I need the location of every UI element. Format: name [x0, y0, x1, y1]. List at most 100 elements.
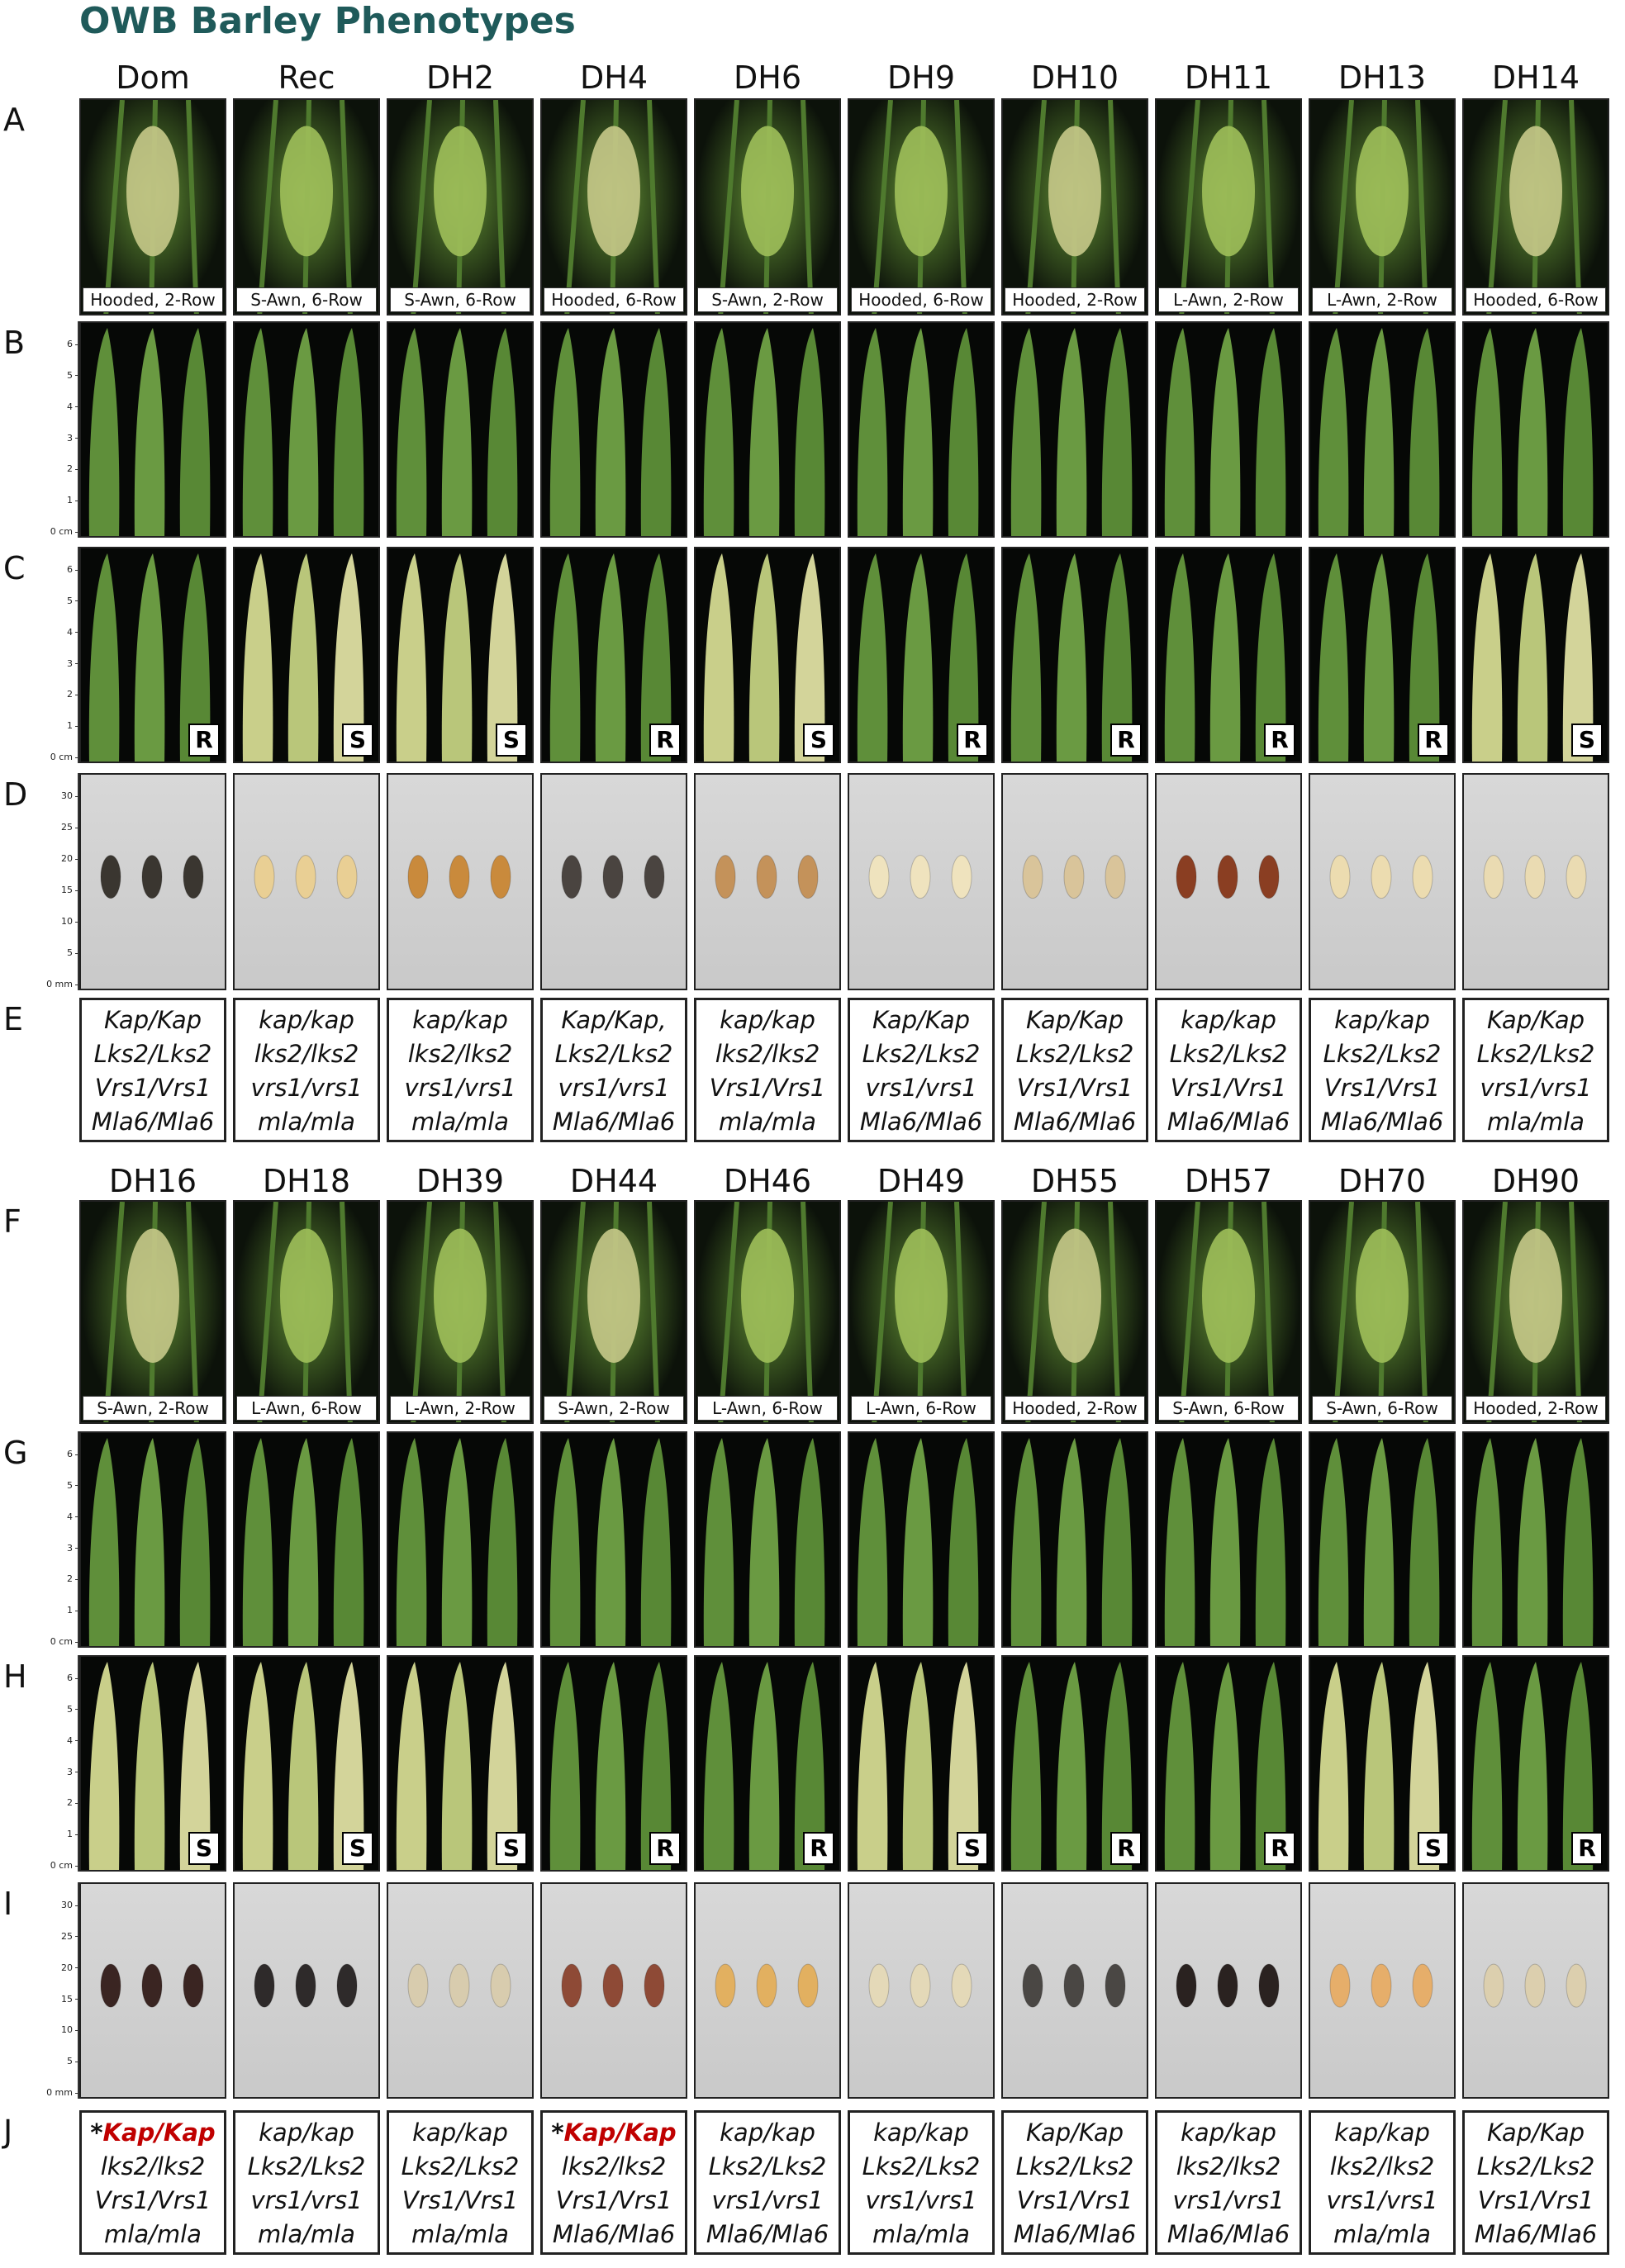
leaves-illustration [242, 553, 364, 762]
leaf-shape [1562, 553, 1594, 762]
leaves-illustration [1318, 328, 1440, 536]
spike-type-label: L-Awn, 2-Row [390, 1396, 530, 1421]
leaf-photo [233, 1431, 380, 1648]
stem-shape [1333, 1202, 1354, 1422]
leaf-shape [1318, 1662, 1349, 1870]
line-header: DH44 [569, 1163, 658, 1199]
genotype-line: Lks2/Lks2 [1004, 1037, 1146, 1071]
genotype-line: Lks2/Lks2 [850, 2150, 992, 2184]
genotype-line: Vrs1/Vrs1 [543, 2184, 685, 2218]
genotype-allele: vrs1/vrs1 [1326, 2186, 1438, 2214]
genotype-line: mla/mla [696, 1105, 839, 1139]
spike-photo: S-Awn, 6-Row [1309, 1200, 1456, 1424]
leaves-illustration [1164, 1438, 1286, 1646]
spike-type-label: Hooded, 6-Row [544, 287, 684, 312]
genotype-allele: mla/mla [411, 1108, 509, 1136]
ruler-tick-label: 4 [67, 627, 79, 638]
genotype-box: Kap/Kap, Lks2/Lks2 vrs1/vrs1 Mla6/Mla6 [540, 998, 687, 1142]
inoculated-leaf-photo: R [1155, 547, 1302, 763]
ruler-tick-label: 10 [61, 2024, 79, 2035]
genotype-line: *Kap/Kap [543, 2116, 685, 2150]
leaf-shape [179, 1662, 211, 1870]
spike-photo: L-Awn, 2-Row [387, 1200, 534, 1424]
spike-shape [434, 126, 487, 257]
leaves-illustration [1010, 553, 1133, 762]
genotype-line: Lks2/Lks2 [1465, 2150, 1607, 2184]
leaf-shape [857, 1438, 888, 1646]
leaf-shape [1517, 328, 1548, 536]
inoculated-leaf-photo: S [79, 1655, 226, 1872]
genotype-allele: Vrs1/Vrs1 [1170, 1074, 1287, 1102]
stem-shape [564, 100, 586, 314]
stem-shape [411, 100, 432, 314]
spike-illustration [257, 100, 353, 314]
genotype-line: Lks2/Lks2 [1157, 1037, 1300, 1071]
seed-photo [1001, 1882, 1148, 2099]
genotype-allele: Kap/Kap [103, 1006, 202, 1034]
inoculated-leaf-photo: R [1001, 1655, 1148, 1872]
genotype-line: Mla6/Mla6 [82, 1105, 224, 1139]
ruler-tick-label: 6 [67, 1673, 79, 1683]
spike-illustration [257, 1202, 353, 1422]
genotype-box: Kap/Kap Lks2/Lks2 Vrs1/Vrs1 Mla6/Mla6 [1001, 2110, 1148, 2255]
leaves-illustration [396, 1438, 518, 1646]
genotype-box: Kap/Kap Lks2/Lks2 Vrs1/Vrs1 Mla6/Mla6 [1001, 998, 1148, 1142]
seeds-illustration [1483, 1963, 1587, 2008]
row-label-g: G [3, 1435, 28, 1471]
genotype-allele: kap/kap [259, 2119, 354, 2147]
resistance-badge: S [1571, 724, 1603, 757]
genotype-allele: vrs1/vrs1 [1480, 1074, 1592, 1102]
genotype-allele: kap/kap [412, 2119, 508, 2147]
row-label-h: H [3, 1658, 27, 1695]
leaf-photo [1309, 321, 1456, 538]
leaf-shape [333, 553, 364, 762]
ruler-zero-label: 0 cm [50, 1860, 80, 1871]
genotype-line: Mla6/Mla6 [1465, 2218, 1607, 2251]
leaf-shape [287, 553, 319, 762]
spike-type-label: L-Awn, 2-Row [1312, 287, 1452, 312]
seed-scale-ruler: 0 mm 5 10 15 20 25 30 [46, 773, 79, 990]
stem-shape [1262, 100, 1275, 314]
genotype-allele: Kap/Kap [1025, 2119, 1124, 2147]
leaves-illustration [396, 1662, 518, 1870]
stem-shape [801, 100, 814, 314]
line-header: DH39 [416, 1163, 505, 1199]
seed-shape [756, 855, 777, 899]
genotype-line: lks2/lks2 [82, 2150, 224, 2184]
spike-photo: Hooded, 2-Row [79, 98, 226, 316]
leaf-shape [1010, 553, 1042, 762]
genotype-line: Kap/Kap [850, 1004, 992, 1037]
spike-shape [126, 1228, 179, 1364]
leaf-shape [1209, 1438, 1241, 1646]
leaf-shape [948, 553, 979, 762]
genotype-allele: Lks2/Lks2 [862, 1040, 981, 1068]
genotype-line: Kap/Kap [1465, 1004, 1607, 1037]
leaf-shape [242, 328, 273, 536]
resistance-badge: S [342, 1832, 373, 1865]
resistance-badge: S [342, 724, 373, 757]
spike-shape [126, 126, 179, 257]
spike-type-label: L-Awn, 2-Row [1158, 287, 1299, 312]
leaf-shape [487, 553, 518, 762]
figure-title: OWB Barley Phenotypes [79, 0, 576, 42]
stem-shape [493, 1202, 506, 1422]
seed-photo [848, 1882, 995, 2099]
stem-shape [103, 100, 125, 314]
stem-shape [340, 1202, 353, 1422]
ruler-tick-label: 1 [67, 1829, 79, 1839]
genotype-line: Vrs1/Vrs1 [1465, 2184, 1607, 2218]
genotype-allele: Lks2/Lks2 [708, 2152, 827, 2180]
spike-illustration [1333, 1202, 1428, 1422]
leaf-shape [1471, 553, 1503, 762]
leaf-photo [1462, 321, 1609, 538]
leaves-illustration [857, 1662, 979, 1870]
seed-photo [387, 773, 534, 990]
seed-photo [1001, 773, 1148, 990]
spike-type-label: Hooded, 2-Row [1466, 1396, 1606, 1421]
genotype-allele: Lks2/Lks2 [1476, 1040, 1595, 1068]
seeds-illustration [561, 855, 665, 899]
inoculated-leaf-photo: R [540, 547, 687, 763]
seeds-illustration [407, 1963, 511, 2008]
genotype-line: Lks2/Lks2 [543, 1037, 685, 1071]
seed-scale-ruler: 0 mm 5 10 15 20 25 30 [46, 1882, 79, 2099]
